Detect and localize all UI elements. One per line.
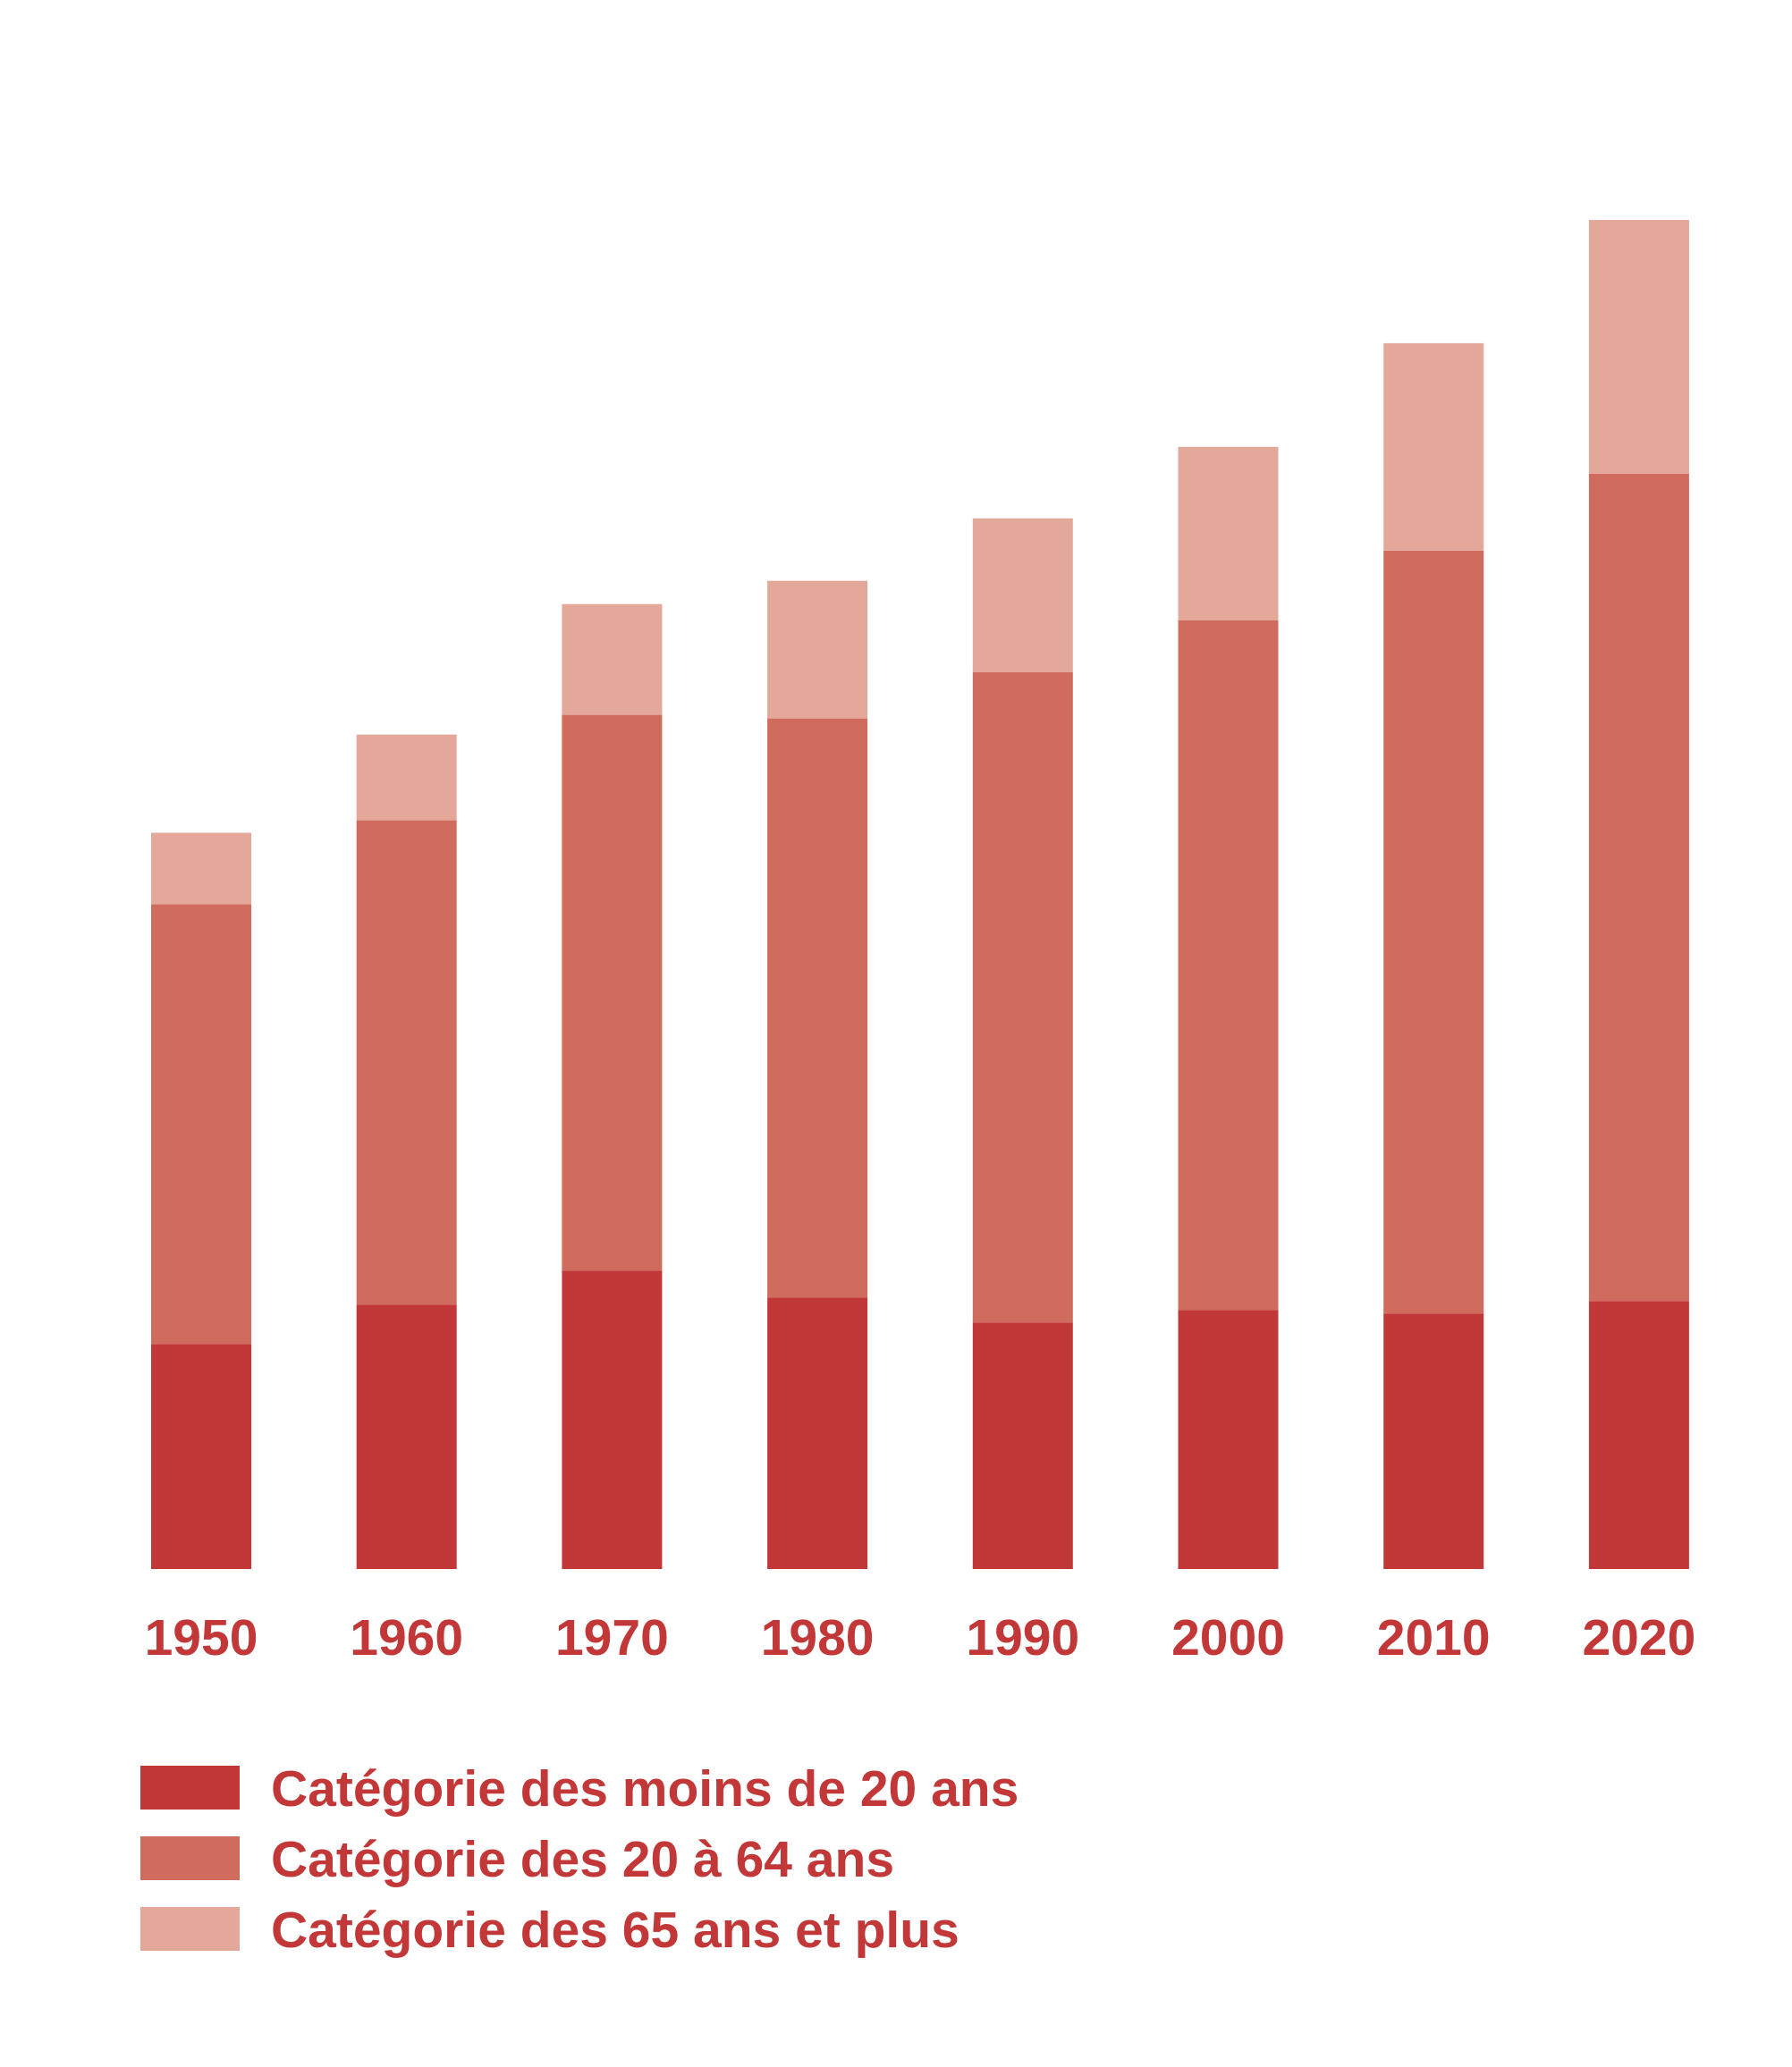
bar-segment-1970-series-2	[562, 714, 663, 1271]
legend-label-1: Catégorie des moins de 20 ans	[271, 1760, 1019, 1818]
x-tick-label-1990: 1990	[966, 1609, 1079, 1666]
x-tick-label-1980: 1980	[761, 1609, 875, 1666]
bar-segment-1950-series-1	[151, 1344, 251, 1569]
bar-segment-2010-series-3	[1383, 342, 1484, 551]
bar-segment-2010-series-2	[1383, 550, 1484, 1314]
x-tick-label-2000: 2000	[1171, 1609, 1285, 1666]
bar-segment-1960-series-2	[356, 820, 457, 1305]
bar-segment-2000-series-2	[1178, 620, 1279, 1311]
bar-segment-1950-series-3	[151, 832, 251, 905]
bar-segment-1960-series-3	[356, 734, 457, 821]
legend-swatch-1	[140, 1766, 240, 1810]
bar-segment-1990-series-3	[972, 518, 1073, 672]
bar-segment-1950-series-2	[151, 904, 251, 1345]
x-tick-label-1970: 1970	[555, 1609, 669, 1666]
bar-segment-2000-series-1	[1178, 1310, 1279, 1569]
bar-segment-2010-series-1	[1383, 1313, 1484, 1569]
bar-segment-2000-series-3	[1178, 446, 1279, 620]
bar-segment-2020-series-2	[1588, 473, 1689, 1302]
x-tick-label-1950: 1950	[145, 1609, 258, 1666]
bar-segment-1980-series-3	[767, 580, 868, 719]
x-tick-label-2020: 2020	[1582, 1609, 1695, 1666]
bar-segment-1980-series-1	[767, 1297, 868, 1569]
bar-segment-1990-series-2	[972, 671, 1073, 1323]
bar-segment-1970-series-1	[562, 1270, 663, 1569]
legend-swatch-3	[140, 1907, 240, 1951]
legend-swatch-2	[140, 1836, 240, 1880]
bar-segment-1980-series-2	[767, 718, 868, 1298]
x-axis-tick-labels: 1950 1960 1970 1980 1990 2000 2010 2020	[145, 1609, 1696, 1666]
bar-segment-1970-series-3	[562, 603, 663, 715]
bar-segment-2020-series-1	[1588, 1301, 1689, 1569]
legend: Catégorie des moins de 20 ans Catégorie d…	[140, 1760, 1019, 1959]
bar-segment-1990-series-1	[972, 1322, 1073, 1569]
legend-label-2: Catégorie des 20 à 64 ans	[271, 1831, 894, 1888]
bar-segment-2020-series-3	[1588, 220, 1689, 474]
x-tick-label-2010: 2010	[1377, 1609, 1491, 1666]
legend-label-3: Catégorie des 65 ans et plus	[271, 1902, 959, 1959]
x-tick-label-1960: 1960	[350, 1609, 463, 1666]
bars-group	[151, 220, 1689, 1569]
bar-segment-1960-series-1	[356, 1304, 457, 1569]
